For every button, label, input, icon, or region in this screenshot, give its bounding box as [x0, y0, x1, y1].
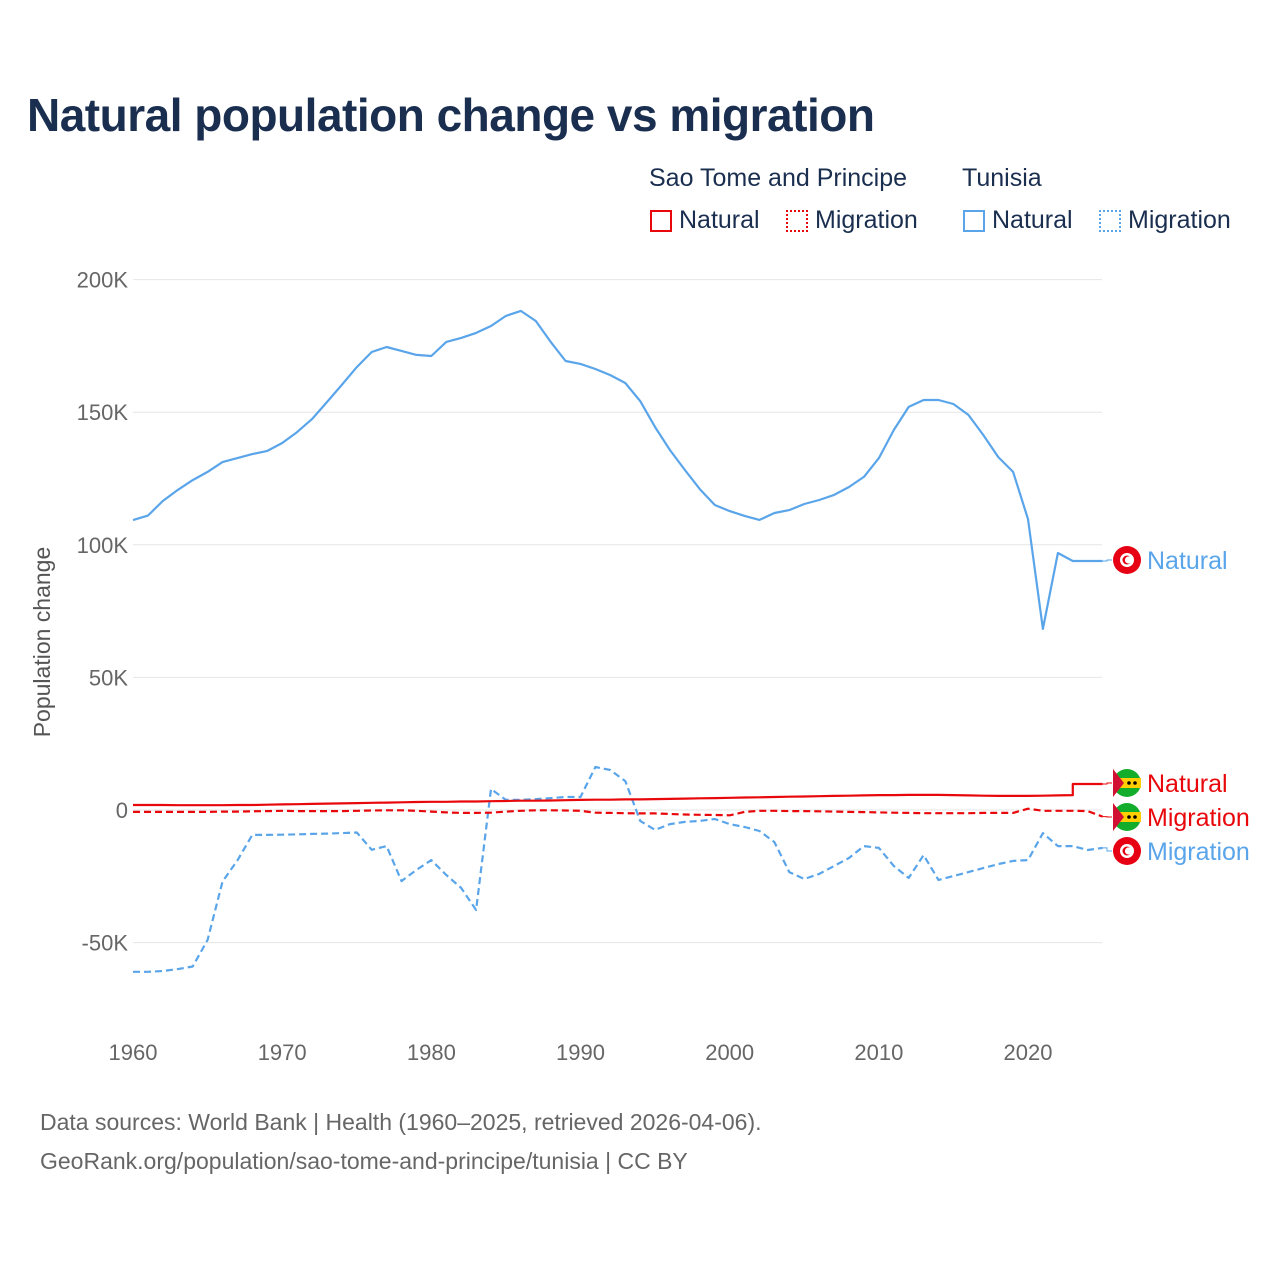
x-tick-label: 1970 [258, 1040, 307, 1065]
label-connector [1102, 782, 1112, 785]
chart-title: Natural population change vs migration [27, 89, 875, 141]
tunisia-flag-icon [1113, 837, 1141, 865]
legend-stp-migration[interactable]: Migration [786, 206, 918, 235]
legend-swatch-dotted-red [786, 209, 808, 232]
series-end-label: Natural [1147, 547, 1228, 575]
x-tick-label: 2010 [854, 1040, 903, 1065]
label-connector [1102, 559, 1112, 562]
source-note: Data sources: World Bank | Health (1960–… [40, 1109, 762, 1135]
x-tick-label: 1990 [556, 1040, 605, 1065]
x-tick-label: 2000 [705, 1040, 754, 1065]
x-tick-label: 1980 [407, 1040, 456, 1065]
legend-group-tunisia: Tunisia [962, 164, 1042, 192]
legend-label: Natural [679, 206, 760, 234]
legend-swatch-solid-red [650, 209, 672, 232]
y-tick-label: 150K [77, 400, 129, 425]
y-tick-label: -50K [82, 931, 129, 956]
credit-note: GeoRank.org/population/sao-tome-and-prin… [40, 1148, 688, 1174]
x-tick-label: 1960 [109, 1040, 158, 1065]
series-line-tunisia-migration[interactable] [133, 765, 1103, 973]
series-end-label: Migration [1147, 804, 1250, 832]
legend-group-sao-tome: Sao Tome and Principe [649, 164, 908, 192]
series-end-label: Migration [1147, 838, 1250, 866]
sao-tome-flag-icon [1113, 769, 1141, 797]
legend-swatch-dotted-blue [1099, 209, 1121, 232]
legend-label: Natural [992, 206, 1073, 234]
x-tick-label: 2020 [1004, 1040, 1053, 1065]
series-line-sao-tome-and-principe-natural[interactable] [133, 782, 1103, 807]
tunisia-flag-icon [1113, 546, 1141, 574]
legend-stp-natural[interactable]: Natural [650, 206, 760, 235]
legend-tunisia-migration[interactable]: Migration [1099, 206, 1231, 235]
y-tick-label: 100K [77, 533, 129, 558]
series-line-tunisia-natural[interactable] [132, 309, 1103, 630]
y-axis-label: Population change [29, 547, 55, 738]
legend-label: Migration [1128, 206, 1231, 234]
series-line-sao-tome-and-principe-migration[interactable] [133, 807, 1103, 818]
series-end-label: Natural [1147, 770, 1228, 798]
label-connector [1102, 847, 1112, 852]
legend-tunisia-natural[interactable]: Natural [963, 206, 1073, 235]
y-tick-label: 0 [116, 798, 128, 823]
legend-swatch-solid-blue [963, 209, 985, 232]
y-tick-label: 50K [89, 665, 128, 690]
sao-tome-flag-icon [1113, 803, 1141, 831]
y-tick-label: 200K [77, 268, 129, 293]
legend-label: Migration [815, 206, 918, 234]
